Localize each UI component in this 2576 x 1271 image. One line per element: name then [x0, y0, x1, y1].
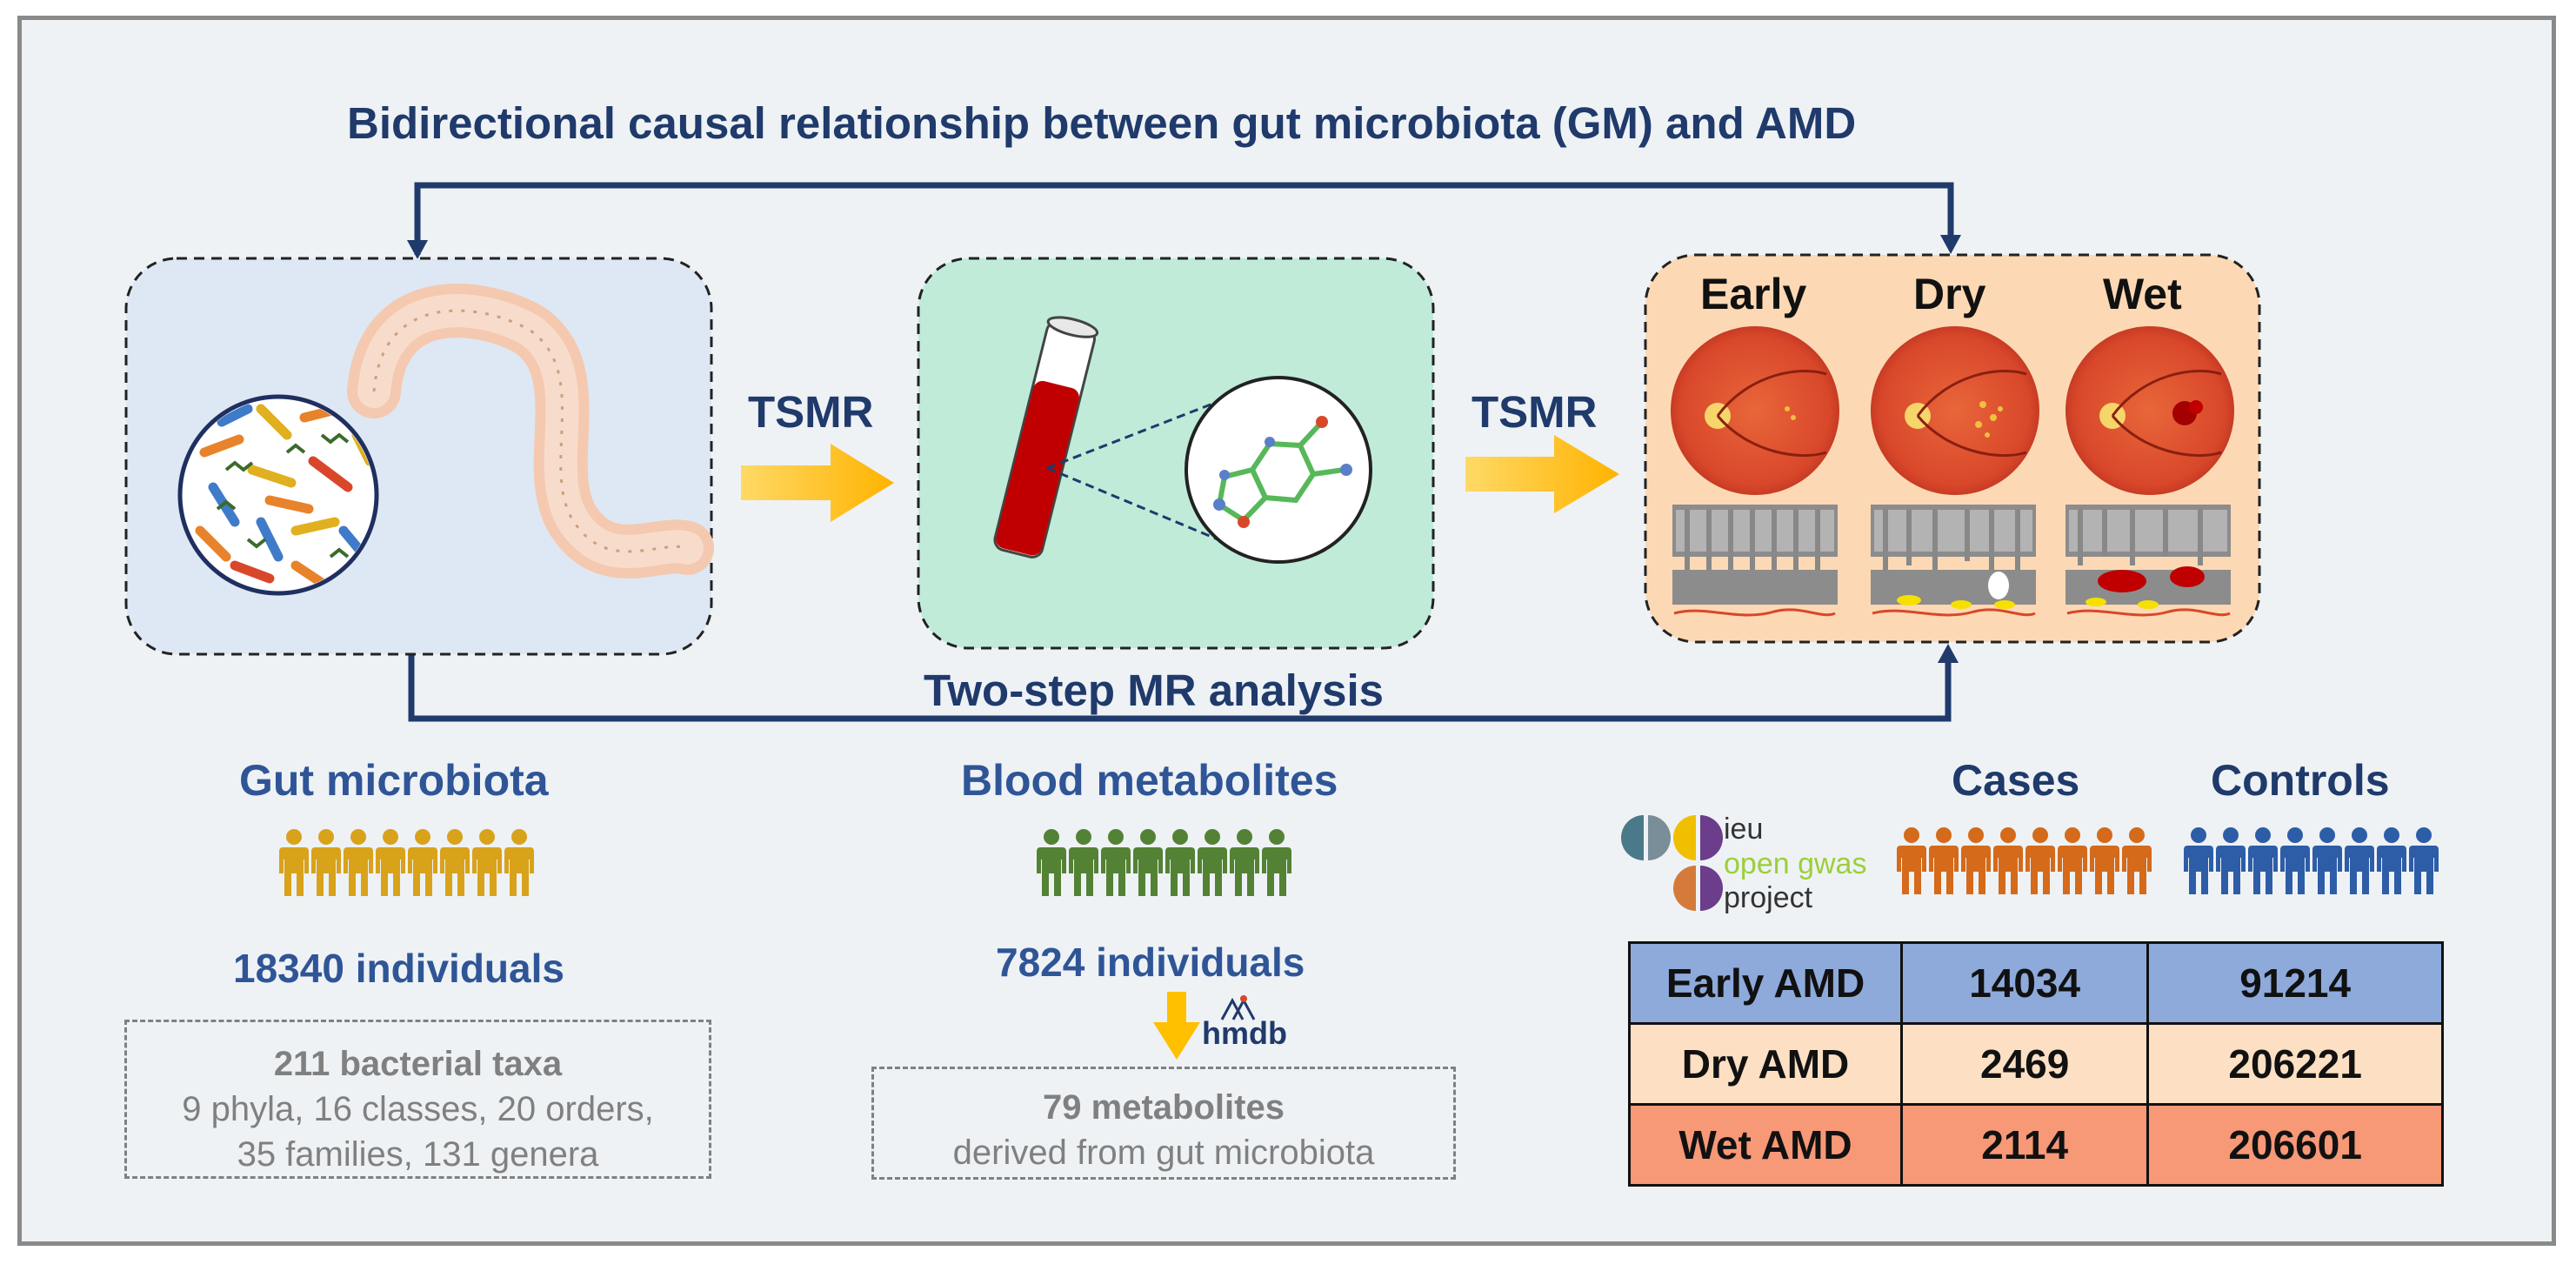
blood-cohort-people-icon: [1037, 829, 1291, 896]
cases-value: 2469: [1899, 1022, 2150, 1106]
hmdb-logo-text: hmdb: [1202, 1015, 1287, 1051]
blood-tube-illustration: [993, 316, 1099, 559]
gut-individuals-count: 18340 individuals: [233, 946, 564, 991]
controls-value: 206221: [2146, 1022, 2444, 1106]
bacteria-circle: [177, 394, 379, 596]
table-row: Early AMD 14034 91214: [1628, 941, 2444, 1025]
bottom-connector: [408, 644, 1959, 722]
table-row: Dry AMD 2469 206221: [1628, 1022, 2444, 1106]
controls-value: 206601: [2146, 1103, 2444, 1187]
retina-wet-icon: [2065, 326, 2234, 495]
amd-stage-early-label: Early: [1700, 270, 1807, 318]
gut-heading: Gut microbiota: [239, 756, 549, 805]
tsmr-label-left: TSMR: [748, 387, 874, 437]
gut-taxa-title: 211 bacterial taxa: [273, 1045, 563, 1083]
intestine-illustration: [347, 284, 714, 579]
metabolites-title: 79 metabolites: [1043, 1088, 1285, 1127]
gut-taxa-line2: 35 families, 131 genera: [237, 1135, 599, 1174]
gwas-logo-line2: open gwas: [1724, 847, 1867, 880]
hmdb-logo-icon: [1220, 995, 1256, 1020]
cases-value: 2114: [1899, 1103, 2150, 1187]
figure-title: Bidirectional causal relationship betwee…: [347, 98, 1857, 148]
amd-gwas-table: Early AMD 14034 91214 Dry AMD 2469 20622…: [1628, 941, 2444, 1187]
metabolites-box: 79 metabolites derived from gut microbio…: [871, 1067, 1456, 1180]
cases-people-icon: [1897, 827, 2152, 894]
controls-header: Controls: [2211, 756, 2390, 805]
gwas-logo-icon: [1621, 815, 1723, 911]
blood-heading: Blood metabolites: [961, 756, 1338, 805]
two-step-mr-label: Two-step MR analysis: [924, 666, 1385, 715]
retinal-layers-wet: [2065, 505, 2231, 617]
amd-stage-wet-label: Wet: [2103, 270, 2182, 318]
hmdb-down-arrow: [1153, 992, 1200, 1060]
tsmr-arrow-left: [741, 444, 894, 522]
gut-taxa-line1: 9 phyla, 16 classes, 20 orders,: [182, 1090, 654, 1128]
controls-value: 91214: [2146, 941, 2444, 1025]
row-label: Dry AMD: [1628, 1022, 1903, 1106]
top-connector: [407, 182, 1961, 259]
retinal-layers-early: [1672, 505, 1838, 617]
metabolites-description: derived from gut microbiota: [952, 1134, 1375, 1172]
metabolite-molecule-illustration: [1046, 376, 1372, 564]
blood-individuals-count: 7824 individuals: [996, 940, 1305, 985]
tsmr-arrow-right: [1465, 435, 1619, 513]
cases-value: 14034: [1899, 941, 2150, 1025]
retina-dry-icon: [1871, 326, 2039, 495]
gut-cohort-people-icon: [279, 829, 534, 896]
retinal-layers-dry: [1871, 505, 2036, 617]
table-row: Wet AMD 2114 206601: [1628, 1103, 2444, 1187]
row-label: Early AMD: [1628, 941, 1903, 1025]
row-label: Wet AMD: [1628, 1103, 1903, 1187]
retina-early-icon: [1671, 326, 1839, 495]
amd-stage-dry-label: Dry: [1913, 270, 1986, 318]
gwas-logo-line1: ieu: [1724, 813, 1764, 846]
gwas-logo-line3: project: [1724, 881, 1813, 914]
tsmr-label-right: TSMR: [1472, 387, 1598, 437]
cases-header: Cases: [1952, 756, 2080, 805]
gut-taxa-box: 211 bacterial taxa 9 phyla, 16 classes, …: [124, 1020, 711, 1179]
controls-people-icon: [2184, 827, 2439, 894]
